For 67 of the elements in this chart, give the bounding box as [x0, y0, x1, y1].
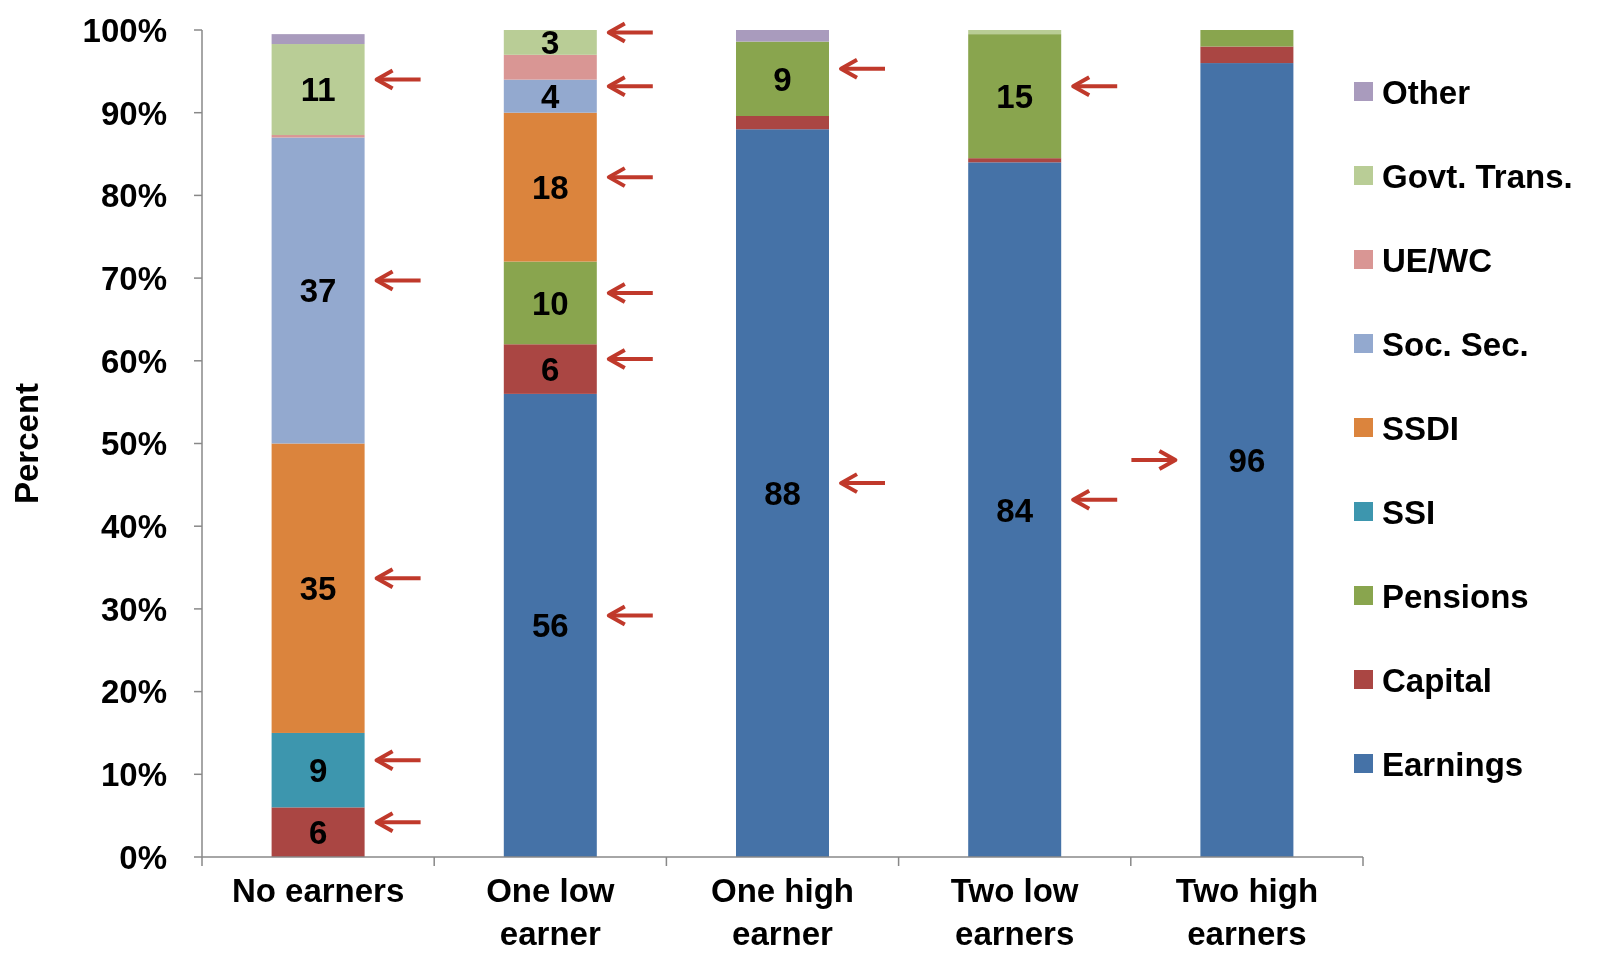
data-label: 96	[1228, 441, 1266, 479]
data-label: 10	[531, 284, 569, 322]
y-tick-label: 50%	[100, 425, 167, 463]
legend-label: Pensions	[1382, 577, 1529, 615]
data-label: 84	[996, 491, 1034, 529]
data-label: 88	[764, 475, 801, 512]
y-axis-title: Percent	[8, 382, 45, 505]
data-label: 11	[300, 71, 336, 109]
data-label: 9	[773, 60, 792, 98]
bar	[503, 30, 597, 55]
bar	[271, 732, 365, 808]
y-tick-label: 90%	[100, 94, 167, 132]
x-tick-label: One high earner	[711, 872, 854, 952]
legend-label: Govt. Trans.	[1382, 157, 1573, 195]
y-tick-label: 60%	[100, 342, 167, 380]
data-label: 37	[299, 272, 337, 310]
bar	[271, 34, 365, 45]
legend-label: SSDI	[1382, 409, 1460, 447]
bar	[1200, 63, 1294, 857]
bar	[736, 41, 829, 117]
bar	[968, 30, 1062, 35]
bar	[503, 79, 597, 113]
bar	[736, 30, 829, 42]
y-tick-label: 30%	[100, 590, 167, 628]
y-tick-label: 40%	[100, 508, 167, 546]
data-label: 15	[996, 78, 1034, 116]
bar	[968, 158, 1062, 163]
bar	[736, 129, 829, 857]
x-tick-label: Two high earners	[1175, 872, 1319, 952]
bar	[503, 393, 597, 857]
bar	[503, 54, 597, 80]
bar	[968, 34, 1062, 159]
bar	[271, 443, 365, 733]
legend-label: Earnings	[1382, 745, 1524, 783]
bar	[503, 344, 597, 394]
y-tick-label: 100%	[82, 11, 167, 49]
bar	[503, 261, 597, 345]
bar	[271, 44, 365, 136]
bar	[271, 807, 365, 857]
bar	[271, 137, 365, 444]
data-label: 3	[541, 24, 560, 62]
y-tick-label: 80%	[100, 177, 167, 215]
bar	[271, 135, 365, 138]
data-label: 35	[299, 570, 337, 608]
legend-label: UE/WC	[1382, 241, 1492, 279]
bar	[968, 162, 1062, 857]
legend-label: Other	[1382, 73, 1471, 111]
data-label: 4	[541, 78, 561, 116]
legend-label: Soc. Sec.	[1382, 325, 1529, 363]
data-label: 6	[541, 350, 560, 388]
data-label: 9	[308, 752, 328, 790]
data-label: 18	[531, 169, 569, 207]
bar	[736, 116, 829, 130]
bar	[1200, 46, 1294, 64]
y-tick-label: 10%	[100, 756, 167, 794]
legend-label: Capital	[1382, 661, 1493, 699]
x-tick-label: One low earner	[486, 872, 615, 952]
y-tick-label: 20%	[100, 673, 167, 711]
data-label: 6	[308, 814, 328, 852]
bar	[1200, 30, 1294, 47]
data-label: 56	[531, 607, 569, 645]
legend-label: SSI	[1382, 493, 1436, 531]
y-tick-label: 70%	[100, 259, 167, 297]
x-tick-label: No earners	[231, 872, 405, 909]
y-tick-label: 0%	[119, 838, 167, 876]
bar	[503, 112, 597, 262]
x-tick-label: Two low earners	[950, 872, 1079, 952]
